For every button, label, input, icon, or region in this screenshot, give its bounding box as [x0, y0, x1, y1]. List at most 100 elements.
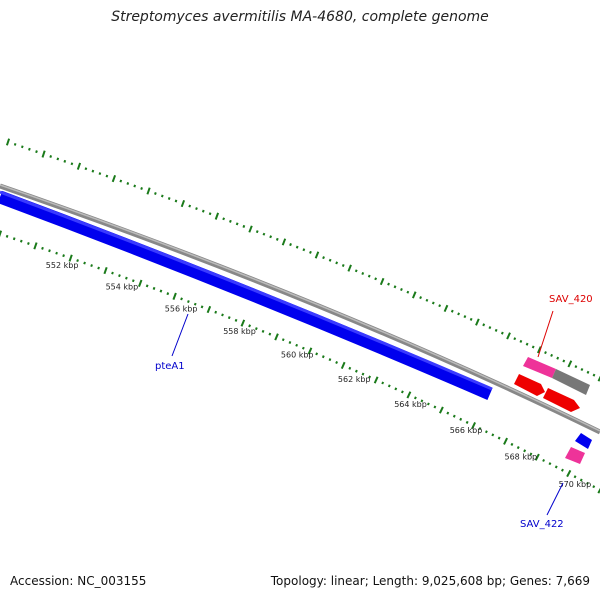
scale-tick-label: 568 kbp: [505, 453, 538, 462]
inner-scale-minor-tick: [19, 239, 23, 243]
gray-feature[interactable]: [552, 369, 590, 395]
inner-scale-minor-tick: [27, 242, 30, 245]
outer-scale-minor-tick: [469, 317, 473, 321]
outer-scale-minor-tick: [133, 184, 137, 188]
outer-scale-minor-tick: [302, 248, 306, 252]
outer-scale-major-tick: [567, 360, 573, 368]
inner-scale-minor-tick: [200, 305, 204, 309]
inner-scale-minor-tick: [433, 405, 437, 409]
length-value: 9,025,608 bp: [421, 574, 502, 588]
outer-scale-major-tick: [180, 199, 186, 208]
outer-scale-minor-tick: [201, 209, 205, 213]
inner-scale-major-tick: [68, 254, 73, 262]
outer-scale-minor-tick: [262, 232, 266, 236]
gene-label-sav-422[interactable]: SAV_422: [520, 519, 564, 530]
outer-scale-minor-tick: [13, 142, 17, 146]
inner-scale-minor-tick: [187, 300, 190, 304]
outer-scale-major-tick: [111, 174, 117, 183]
scale-tick-label: 558 kbp: [223, 327, 256, 336]
sav-420-leader: [537, 310, 554, 358]
pteA1-feature-shade: [0, 190, 493, 391]
inner-scale-minor-tick: [497, 436, 501, 440]
red-arrow-feature-2[interactable]: [543, 388, 580, 412]
outer-scale-ring: [5, 138, 600, 382]
inner-scale-minor-tick: [254, 327, 258, 331]
inner-scale-major-tick: [534, 453, 540, 461]
inner-scale-major-tick: [503, 437, 508, 445]
inner-scale-minor-tick: [484, 430, 488, 434]
inner-scale-minor-tick: [579, 478, 583, 482]
outer-scale-minor-tick: [140, 187, 143, 190]
outer-scale-minor-tick: [500, 331, 504, 335]
inner-scale-minor-tick: [193, 302, 197, 306]
sav-422-cluster[interactable]: [565, 433, 592, 464]
outer-scale-minor-tick: [488, 326, 492, 330]
pteA1-feature[interactable]: [0, 190, 493, 400]
inner-scale-minor-tick: [145, 284, 149, 288]
outer-scale-minor-tick: [406, 290, 410, 294]
inner-scale-minor-tick: [321, 355, 325, 359]
outer-scale-minor-tick: [586, 370, 590, 374]
outer-scale-minor-tick: [154, 192, 157, 195]
inner-scale-minor-tick: [510, 442, 514, 446]
gene-label-pteA1[interactable]: pteA1: [155, 361, 185, 372]
outer-scale-minor-tick: [167, 197, 171, 200]
inner-scale-minor-tick: [548, 462, 552, 466]
outer-scale-minor-tick: [35, 150, 38, 154]
outer-scale-minor-tick: [419, 296, 423, 300]
outer-scale-minor-tick: [91, 169, 95, 173]
red-arrow-feature-1[interactable]: [514, 374, 545, 396]
inner-scale-minor-tick: [48, 249, 51, 253]
scale-tick-label: 554 kbp: [106, 282, 139, 291]
outer-scale-minor-tick: [580, 367, 584, 372]
inner-scale-major-tick: [471, 421, 477, 430]
sav-420-cluster[interactable]: [514, 357, 590, 412]
inner-scale-minor-tick: [62, 254, 65, 258]
inner-scale-minor-tick: [12, 237, 16, 241]
outer-scale-minor-tick: [574, 365, 578, 369]
outer-scale-minor-tick: [119, 179, 123, 183]
outer-scale-minor-tick: [328, 258, 332, 262]
inner-scale-minor-tick: [446, 411, 450, 415]
inner-scale-major-tick: [172, 292, 177, 300]
inner-scale-minor-tick: [523, 449, 527, 453]
outer-scale-minor-tick: [269, 235, 273, 239]
inner-scale-minor-tick: [111, 271, 114, 275]
scale-tick-label: 570 kbp: [559, 480, 592, 489]
inner-scale-major-tick: [240, 319, 246, 327]
inner-scale-major-tick: [138, 279, 143, 287]
outer-scale-minor-tick: [229, 219, 232, 223]
inner-scale-minor-tick: [301, 346, 305, 350]
outer-scale-minor-tick: [367, 274, 371, 278]
outer-scale-major-tick: [506, 332, 511, 340]
outer-scale-minor-tick: [289, 243, 292, 247]
inner-scale-minor-tick: [180, 297, 183, 301]
outer-scale-minor-tick: [188, 204, 192, 208]
scale-tick-label: 552 kbp: [46, 261, 79, 270]
inner-scale-minor-tick: [76, 259, 79, 263]
outer-scale-minor-tick: [562, 359, 566, 363]
pink-feature-bottom[interactable]: [565, 447, 585, 464]
genome-backbone-highlight: [0, 184, 600, 432]
inner-scale-minor-tick: [426, 402, 430, 406]
outer-scale-minor-tick: [28, 147, 31, 151]
scale-tick-label: 566 kbp: [450, 426, 483, 435]
inner-scale-minor-tick: [491, 433, 495, 437]
inner-scale-major-tick: [566, 469, 572, 478]
inner-scale-minor-tick: [55, 251, 58, 255]
inner-scale-minor-tick: [41, 246, 44, 250]
blue-arrow-feature[interactable]: [575, 433, 592, 449]
scale-tick-label: 562 kbp: [338, 375, 371, 384]
inner-scale-major-tick: [406, 391, 412, 399]
outer-scale-major-tick: [41, 150, 46, 158]
inner-scale-major-tick: [206, 305, 212, 314]
inner-scale-minor-tick: [465, 420, 469, 424]
inner-scale-major-tick: [33, 242, 38, 250]
outer-scale-minor-tick: [235, 222, 239, 226]
gene-label-sav-420[interactable]: SAV_420: [549, 294, 593, 305]
outer-scale-minor-tick: [525, 342, 529, 346]
pink-feature-top[interactable]: [523, 357, 556, 378]
outer-scale-major-tick: [443, 304, 449, 313]
inner-scale-minor-tick: [586, 481, 589, 485]
